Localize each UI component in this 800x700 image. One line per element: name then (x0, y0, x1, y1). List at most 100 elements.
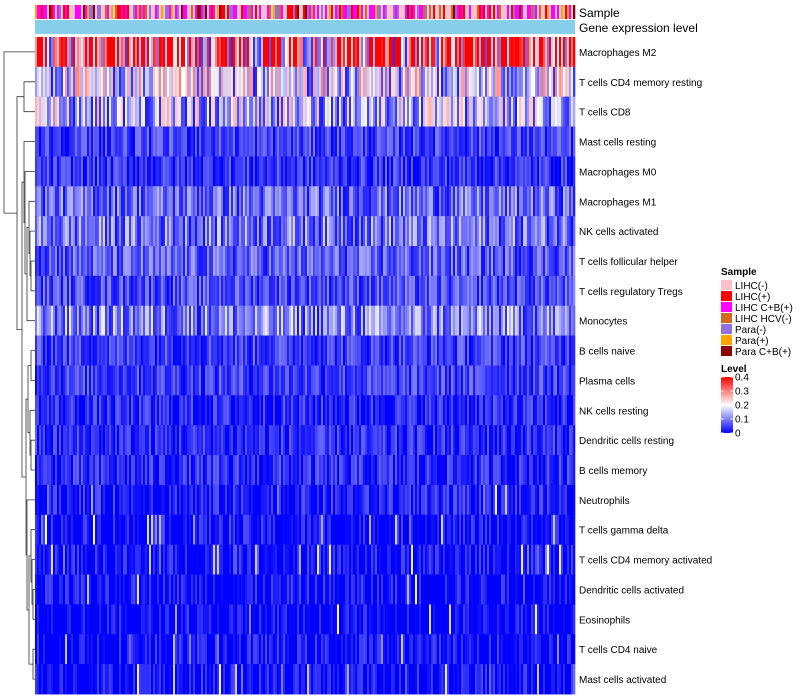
heatmap-cell (355, 455, 358, 486)
heatmap-cell (191, 395, 194, 426)
heatmap-cell (415, 335, 418, 366)
heatmap-cell (463, 126, 466, 157)
heatmap-cell (97, 455, 100, 486)
heatmap-cell (519, 66, 522, 98)
heatmap-cell (445, 484, 448, 516)
heatmap-cell (273, 126, 276, 157)
heatmap-cell (93, 66, 96, 98)
heatmap-cell (145, 544, 148, 575)
heatmap-cell (195, 37, 198, 68)
heatmap-cell (89, 156, 92, 187)
heatmap-cell (205, 216, 208, 247)
heatmap-cell (151, 395, 154, 426)
heatmap-cell (277, 365, 280, 396)
heatmap-cell (567, 216, 570, 247)
heatmap-cell (537, 66, 540, 98)
heatmap-cell (125, 156, 128, 187)
heatmap-cell (137, 514, 140, 545)
heatmap-cell (339, 305, 342, 336)
heatmap-cell (263, 395, 266, 426)
heatmap-cell (367, 275, 370, 307)
heatmap-cell (565, 37, 568, 68)
heatmap-cell (81, 365, 84, 396)
heatmap-cell (287, 126, 290, 157)
heatmap-cell (551, 126, 554, 157)
heatmap-cell (39, 305, 42, 336)
heatmap-cell (389, 186, 392, 217)
heatmap-cell (71, 455, 74, 486)
heatmap-cell (355, 305, 358, 336)
heatmap-cell (225, 66, 228, 98)
heatmap-cell (387, 484, 390, 516)
heatmap-cell (333, 275, 336, 307)
heatmap-cell (49, 514, 52, 545)
heatmap-cell (479, 66, 482, 98)
heatmap-cell (373, 186, 376, 217)
heatmap-cell (45, 425, 48, 456)
heatmap-cell (459, 305, 462, 336)
heatmap-cell (571, 66, 574, 98)
heatmap-cell (61, 186, 64, 217)
heatmap-cell (487, 484, 490, 516)
heatmap-cell (213, 395, 216, 426)
heatmap-cell (91, 156, 94, 187)
sample-cell (209, 5, 212, 19)
heatmap-cell (463, 425, 466, 456)
heatmap-cell (67, 365, 70, 396)
heatmap-cell (571, 305, 574, 336)
sample-cell (131, 5, 134, 19)
heatmap-cell (229, 305, 232, 336)
heatmap-cell (315, 66, 318, 98)
heatmap-cell (345, 96, 348, 127)
heatmap-cell (69, 335, 72, 366)
heatmap-cell (443, 425, 446, 456)
heatmap-cell (377, 365, 380, 396)
heatmap-cell (99, 305, 102, 336)
heatmap-cell (213, 484, 216, 516)
heatmap-cell (159, 305, 162, 336)
heatmap-cell (69, 275, 72, 307)
heatmap-row (35, 395, 576, 426)
heatmap-cell (291, 305, 294, 336)
heatmap-cell (303, 514, 306, 545)
heatmap-cell (453, 66, 456, 98)
heatmap-cell (149, 66, 152, 98)
heatmap-cell (427, 186, 430, 217)
heatmap-cell (129, 186, 132, 217)
heatmap-cell (129, 246, 132, 277)
heatmap-cell (493, 455, 496, 486)
heatmap-cell (133, 544, 136, 575)
heatmap-cell (529, 425, 532, 456)
sample-cell (547, 5, 550, 19)
heatmap-cell (103, 484, 106, 516)
heatmap-cell (445, 37, 448, 68)
heatmap-cell (363, 37, 366, 68)
heatmap-cell (567, 395, 570, 426)
heatmap-cell (113, 365, 116, 396)
heatmap-cell (511, 37, 514, 68)
heatmap-cell (549, 96, 552, 127)
heatmap-cell (559, 275, 562, 307)
heatmap-cell (329, 365, 332, 396)
sample-cell (179, 5, 182, 19)
heatmap-cell (255, 514, 258, 545)
heatmap-cell (405, 365, 408, 396)
heatmap-cell (181, 186, 184, 217)
heatmap-cell (149, 425, 152, 456)
heatmap-cell (303, 425, 306, 456)
heatmap-cell (133, 96, 136, 127)
heatmap-cell (279, 216, 282, 247)
heatmap-cell (497, 186, 500, 217)
heatmap-cell (315, 186, 318, 217)
heatmap-cell (247, 275, 250, 307)
heatmap-cell (141, 96, 144, 127)
sample-cell (169, 5, 172, 19)
heatmap-cell (47, 156, 50, 187)
heatmap-cell (321, 335, 324, 366)
heatmap-cell (273, 365, 276, 396)
heatmap-cell (345, 395, 348, 426)
heatmap-cell (177, 335, 180, 366)
heatmap-cell (393, 96, 396, 127)
heatmap-cell (51, 216, 54, 247)
heatmap-cell (247, 455, 250, 486)
